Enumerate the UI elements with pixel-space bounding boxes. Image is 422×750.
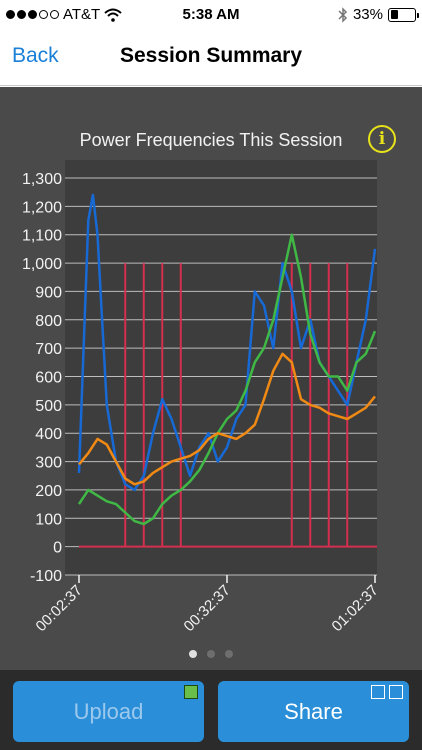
share-option-icon bbox=[371, 685, 385, 699]
wifi-icon bbox=[104, 8, 122, 22]
upload-button-label: Upload bbox=[73, 699, 144, 724]
share-button-label: Share bbox=[284, 699, 343, 724]
info-button[interactable]: i bbox=[368, 125, 396, 153]
back-button[interactable]: Back bbox=[12, 44, 59, 67]
battery-icon bbox=[388, 7, 419, 22]
status-time: 5:38 AM bbox=[182, 6, 240, 23]
page-indicator[interactable] bbox=[0, 650, 422, 658]
y-tick-label: 700 bbox=[35, 341, 62, 358]
page-title: Session Summary bbox=[119, 44, 303, 67]
x-axis: 00:02:37 00:32:37 01:02:37 bbox=[33, 575, 382, 635]
status-bar: AT&T 5:38 AM 33% bbox=[0, 0, 422, 30]
y-tick-label: 1,100 bbox=[22, 228, 62, 245]
y-tick-label: 600 bbox=[35, 370, 62, 387]
y-axis: 1,300 1,200 1,100 1,000 900 800 700 600 500 400 30… bbox=[22, 171, 62, 585]
upload-button[interactable]: Upload bbox=[13, 681, 204, 742]
share-option-icon bbox=[389, 685, 403, 699]
y-tick-label: 0 bbox=[53, 540, 62, 557]
y-tick-label: 900 bbox=[35, 284, 62, 301]
y-tick-label: 500 bbox=[35, 398, 62, 415]
share-button[interactable]: Share bbox=[218, 681, 409, 742]
series-line bbox=[77, 233, 377, 526]
x-tick-label: 01:02:37 bbox=[329, 582, 382, 635]
power-frequency-chart: 1,300 1,200 1,100 1,000 900 800 700 600 500 400 30… bbox=[22, 160, 382, 635]
navigation-bar: Back Session Summary bbox=[0, 30, 422, 86]
status-left: AT&T bbox=[6, 6, 122, 23]
x-tick-label: 00:02:37 bbox=[33, 582, 86, 635]
y-tick-label: 1,000 bbox=[22, 256, 62, 273]
page-dot[interactable] bbox=[189, 650, 197, 658]
y-tick-label: 100 bbox=[35, 511, 62, 528]
series-line bbox=[78, 352, 376, 486]
upload-status-icon bbox=[184, 685, 198, 699]
chart-panel[interactable]: 1,300 1,200 1,100 1,000 900 800 700 600 500 400 30… bbox=[0, 87, 422, 670]
bluetooth-icon bbox=[338, 6, 348, 23]
y-tick-label: 400 bbox=[35, 426, 62, 443]
status-right: 33% bbox=[338, 6, 419, 23]
page-dot[interactable] bbox=[225, 650, 233, 658]
y-tick-label: 200 bbox=[35, 483, 62, 500]
chart-title: Power Frequencies This Session bbox=[79, 130, 343, 150]
carrier-label: AT&T bbox=[63, 6, 101, 23]
y-tick-label: 1,300 bbox=[22, 171, 62, 188]
y-tick-label: 300 bbox=[35, 455, 62, 472]
plot-area bbox=[65, 160, 377, 575]
bottom-toolbar: Upload Share bbox=[0, 670, 422, 750]
y-tick-label: -100 bbox=[30, 568, 62, 585]
y-tick-label: 800 bbox=[35, 313, 62, 330]
chart-series bbox=[77, 193, 377, 526]
page-dot[interactable] bbox=[207, 650, 215, 658]
x-tick-label: 00:32:37 bbox=[181, 582, 234, 635]
y-tick-label: 1,200 bbox=[22, 199, 62, 216]
battery-percent: 33% bbox=[352, 6, 383, 23]
signal-icon bbox=[6, 10, 59, 19]
battery-level bbox=[390, 10, 399, 19]
